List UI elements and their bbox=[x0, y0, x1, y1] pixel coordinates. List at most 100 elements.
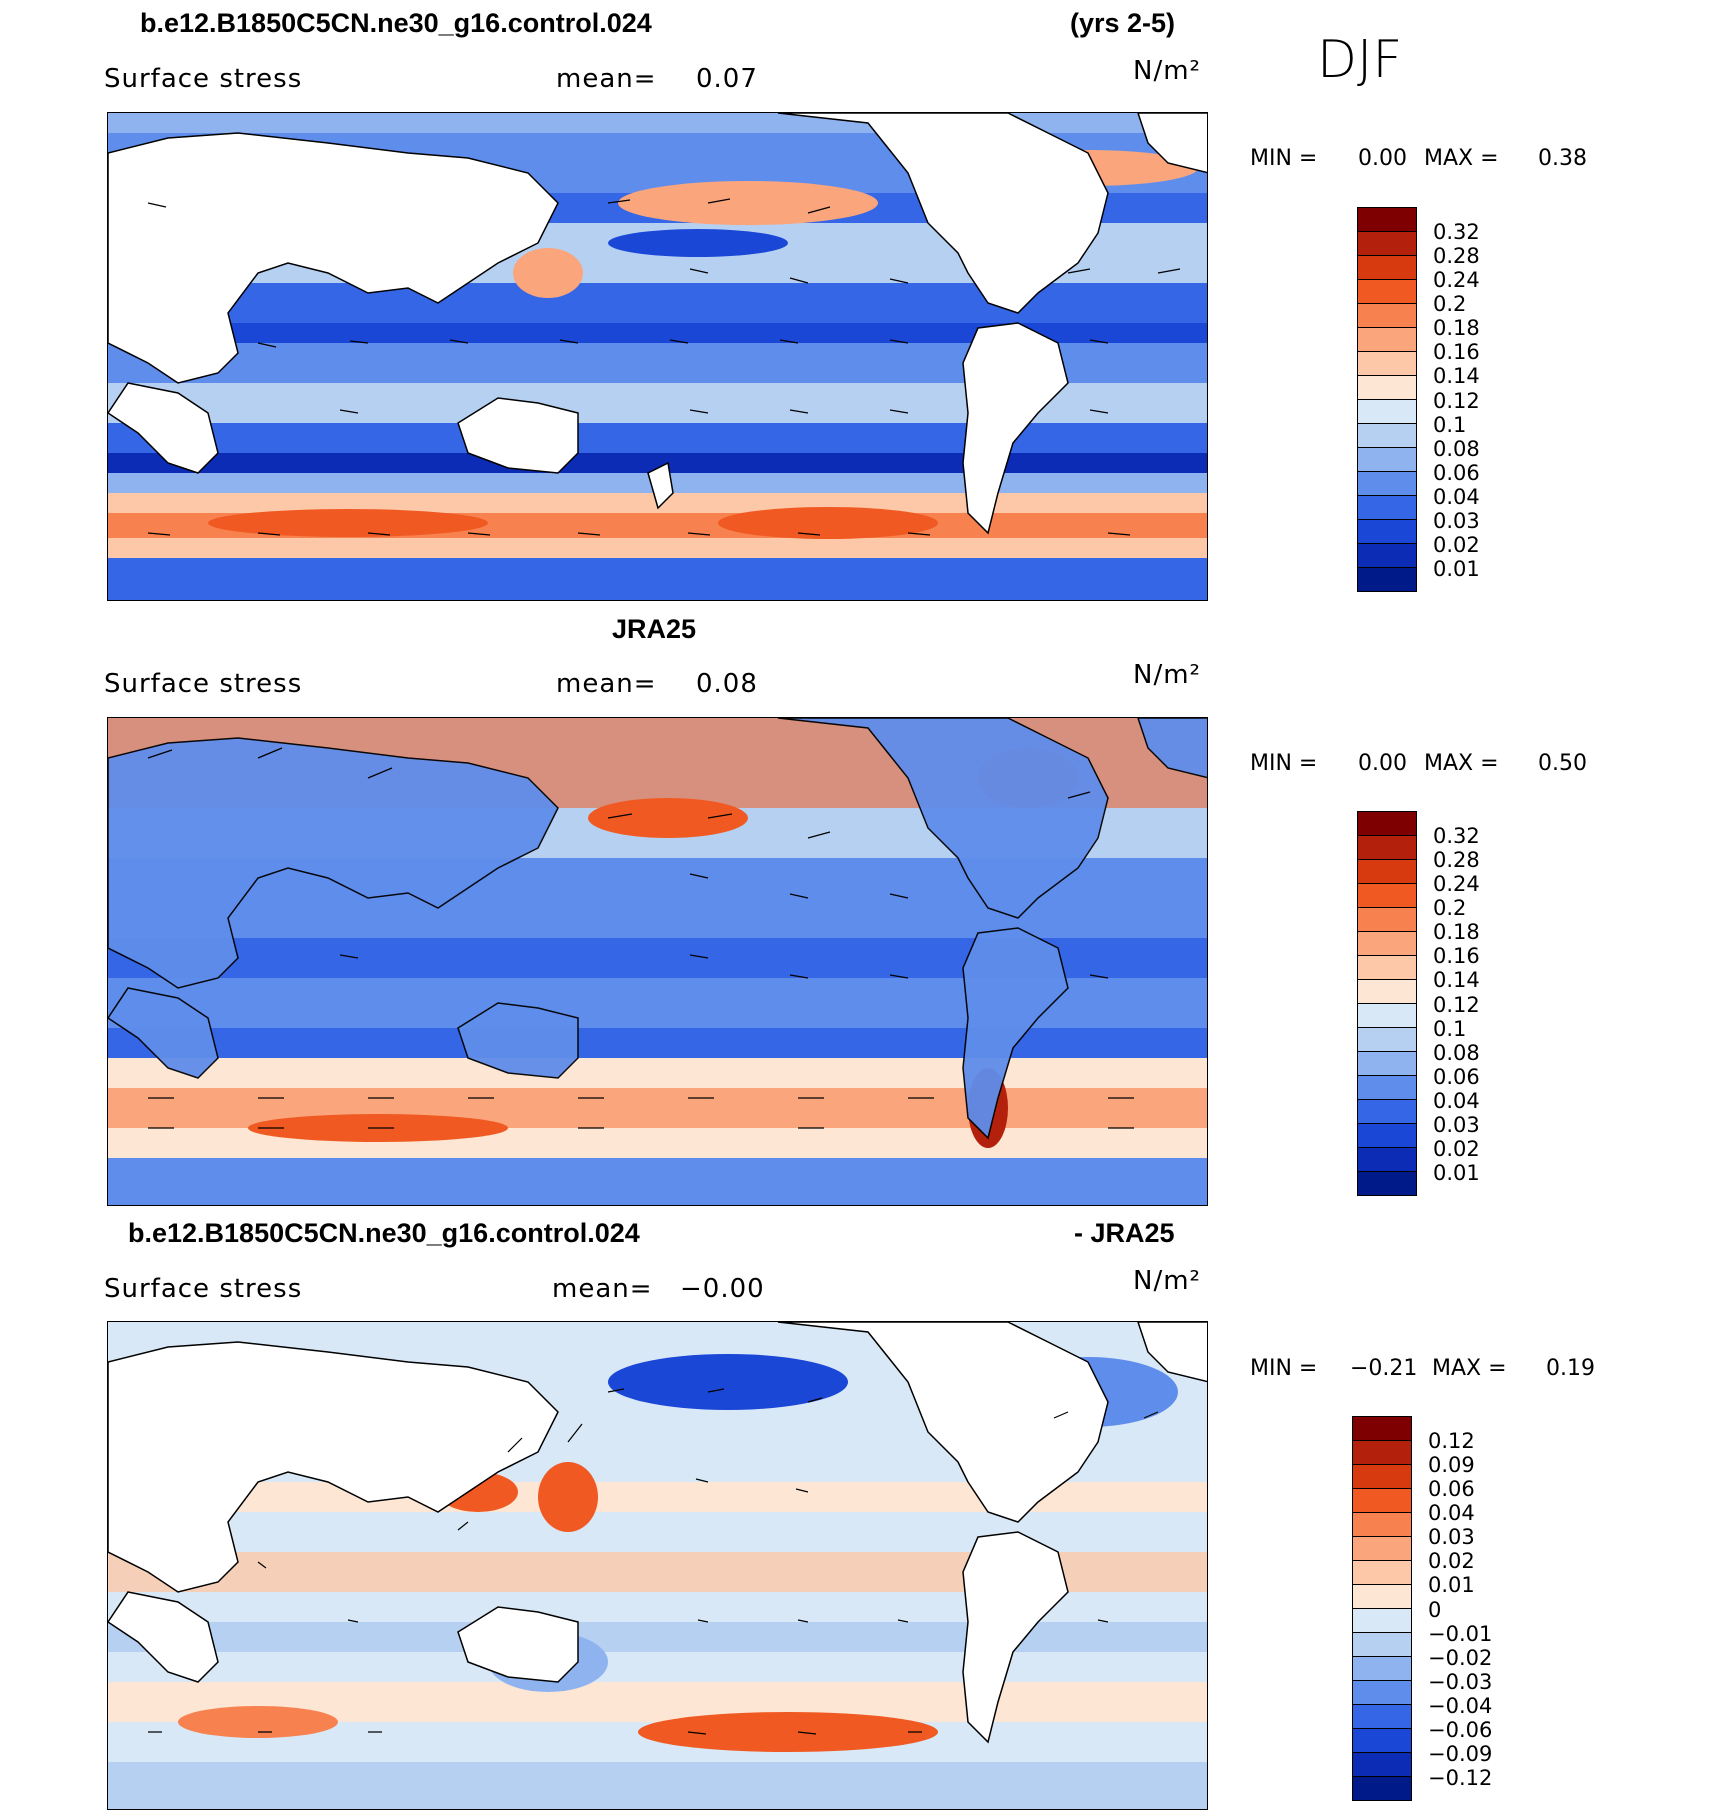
colorbar-cell bbox=[1353, 1657, 1411, 1681]
colorbar-label: 0.04 bbox=[1428, 1501, 1475, 1526]
colorbar-label: 0.12 bbox=[1433, 992, 1480, 1017]
colorbar-label: 0.03 bbox=[1433, 1112, 1480, 1137]
colorbar-cell bbox=[1358, 544, 1416, 568]
mean-value: 0.07 bbox=[696, 64, 758, 94]
colorbar-label: −0.01 bbox=[1428, 1621, 1493, 1646]
map-diff-canvas bbox=[108, 1322, 1207, 1809]
colorbar-cell bbox=[1358, 280, 1416, 304]
max-label: MAX = bbox=[1424, 751, 1499, 776]
colorbar-label: 0.06 bbox=[1433, 460, 1480, 485]
min-value: 0.00 bbox=[1358, 751, 1407, 776]
colorbar-cell bbox=[1358, 472, 1416, 496]
colorbar-cells bbox=[1353, 1417, 1411, 1800]
colorbar-label: −0.06 bbox=[1428, 1717, 1493, 1742]
colorbar-cell bbox=[1358, 1100, 1416, 1124]
panel-title-left: b.e12.B1850C5CN.ne30_g16.control.024 bbox=[140, 8, 652, 38]
colorbar-label: −0.09 bbox=[1428, 1741, 1493, 1766]
colorbar-cell bbox=[1353, 1777, 1411, 1800]
colorbar-cell bbox=[1358, 1124, 1416, 1148]
colorbar-cell bbox=[1358, 208, 1416, 232]
colorbar-cell bbox=[1358, 496, 1416, 520]
max-value: 0.38 bbox=[1538, 146, 1587, 171]
colorbar-cell bbox=[1353, 1609, 1411, 1633]
min-label: MIN = bbox=[1250, 751, 1318, 776]
colorbar-cell bbox=[1358, 908, 1416, 932]
colorbar-label: 0.06 bbox=[1428, 1477, 1475, 1502]
colorbar-cell bbox=[1358, 884, 1416, 908]
colorbar-label: 0.08 bbox=[1433, 1040, 1480, 1065]
units-label: N/m² bbox=[1133, 1266, 1201, 1296]
colorbar-label: 0.02 bbox=[1433, 532, 1480, 557]
colorbar-label: 0.1 bbox=[1433, 412, 1467, 437]
colorbar-cell bbox=[1358, 1052, 1416, 1076]
colorbar-label: 0.24 bbox=[1433, 872, 1480, 897]
panel-title-center: JRA25 bbox=[612, 614, 697, 644]
mean-value: 0.08 bbox=[696, 669, 758, 699]
panel-title-right: - JRA25 bbox=[1074, 1218, 1175, 1248]
colorbar-cell bbox=[1358, 304, 1416, 328]
colorbar-label: 0.14 bbox=[1433, 968, 1480, 993]
map-diff bbox=[107, 1321, 1208, 1810]
colorbar-cell bbox=[1358, 256, 1416, 280]
colorbar-label: 0.02 bbox=[1428, 1549, 1475, 1574]
colorbar-cell bbox=[1358, 1148, 1416, 1172]
colorbar-label: −0.04 bbox=[1428, 1693, 1493, 1718]
colorbar-label: −0.02 bbox=[1428, 1645, 1493, 1670]
colorbar-cell bbox=[1358, 1076, 1416, 1100]
colorbar-cell bbox=[1353, 1561, 1411, 1585]
colorbar-label: 0.01 bbox=[1428, 1573, 1475, 1598]
colorbar-cell bbox=[1353, 1489, 1411, 1513]
colorbar-label: 0.2 bbox=[1433, 896, 1467, 921]
colorbar-cell bbox=[1358, 400, 1416, 424]
min-value: −0.21 bbox=[1350, 1356, 1418, 1381]
colorbar-cell bbox=[1358, 328, 1416, 352]
colorbar-cell bbox=[1353, 1441, 1411, 1465]
colorbar-label: 0.32 bbox=[1433, 824, 1480, 849]
colorbar-label: 0.12 bbox=[1428, 1429, 1475, 1454]
colorbar-cell bbox=[1358, 1172, 1416, 1195]
max-label: MAX = bbox=[1432, 1356, 1507, 1381]
colorbar-label: −0.03 bbox=[1428, 1669, 1493, 1694]
colorbar-label: 0.01 bbox=[1433, 1160, 1480, 1185]
colorbar-cell bbox=[1358, 424, 1416, 448]
colorbar-cell bbox=[1353, 1753, 1411, 1777]
colorbar-label: 0.04 bbox=[1433, 1088, 1480, 1113]
colorbar-cell bbox=[1358, 1004, 1416, 1028]
colorbar-label: 0.08 bbox=[1433, 436, 1480, 461]
colorbar-label: 0.28 bbox=[1433, 244, 1480, 269]
colorbar-cell bbox=[1353, 1417, 1411, 1441]
variable-label: Surface stress bbox=[104, 64, 303, 94]
colorbar-cell bbox=[1358, 1028, 1416, 1052]
colorbar-cell bbox=[1353, 1513, 1411, 1537]
colorbar-obs: 0.32 0.28 0.24 0.2 0.18 0.16 0.14 0.12 0.1 0.08 0.… bbox=[1357, 811, 1480, 1196]
colorbar-label: 0.12 bbox=[1433, 388, 1480, 413]
variable-label: Surface stress bbox=[104, 669, 303, 699]
colorbar-label: 0.16 bbox=[1433, 944, 1480, 969]
colorbar-cell bbox=[1358, 812, 1416, 836]
min-value: 0.00 bbox=[1358, 146, 1407, 171]
colorbar-label: −0.12 bbox=[1428, 1765, 1493, 1790]
colorbar-cell bbox=[1358, 448, 1416, 472]
max-value: 0.50 bbox=[1538, 751, 1587, 776]
units-label: N/m² bbox=[1133, 56, 1201, 86]
colorbar-label: 0.32 bbox=[1433, 220, 1480, 245]
colorbar-label: 0.01 bbox=[1433, 556, 1480, 581]
colorbar-label: 0.1 bbox=[1433, 1016, 1467, 1041]
colorbar-cell bbox=[1358, 956, 1416, 980]
colorbar-label: 0.14 bbox=[1433, 364, 1480, 389]
max-label: MAX = bbox=[1424, 146, 1499, 171]
colorbar-cell bbox=[1353, 1729, 1411, 1753]
colorbar-cell bbox=[1358, 376, 1416, 400]
panel-title-left: b.e12.B1850C5CN.ne30_g16.control.024 bbox=[128, 1218, 640, 1248]
map-model bbox=[107, 112, 1208, 601]
map-obs bbox=[107, 717, 1208, 1206]
colorbar-label: 0.03 bbox=[1433, 508, 1480, 533]
colorbar-cell bbox=[1358, 836, 1416, 860]
min-label: MIN = bbox=[1250, 146, 1318, 171]
colorbar-cells bbox=[1358, 812, 1416, 1195]
colorbar-label: 0.2 bbox=[1433, 292, 1467, 317]
colorbar-diff: 0.12 0.09 0.06 0.04 0.03 0.02 0.01 0 −0.01 −0.02−… bbox=[1352, 1416, 1492, 1801]
colorbar-cell bbox=[1358, 232, 1416, 256]
colorbar-label: 0.03 bbox=[1428, 1525, 1475, 1550]
colorbar-cell bbox=[1358, 520, 1416, 544]
